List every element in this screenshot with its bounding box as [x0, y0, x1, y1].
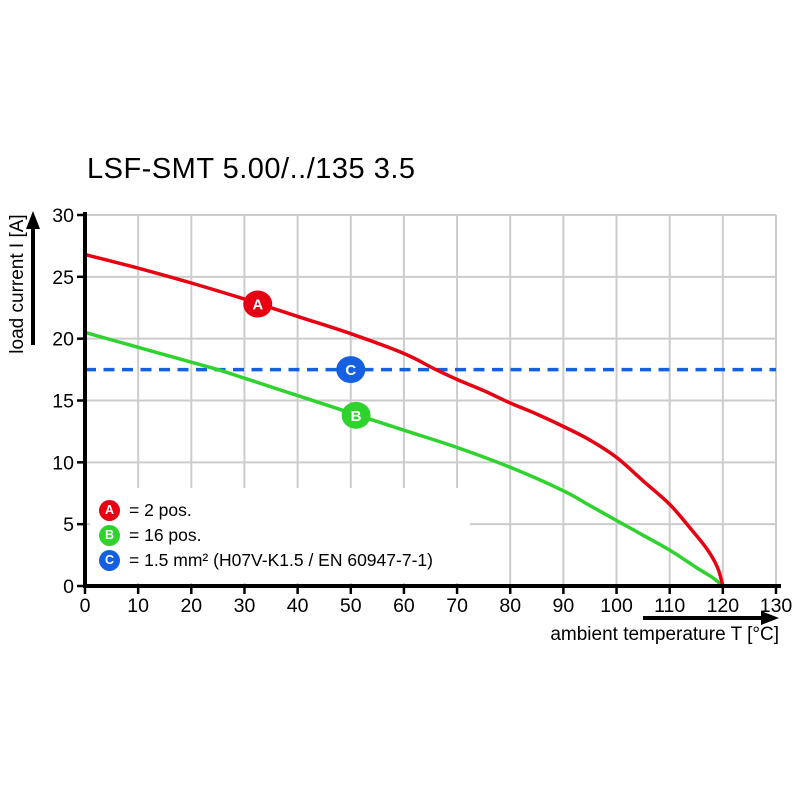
y-tick-label: 30 — [52, 205, 74, 227]
x-tick-label: 120 — [707, 595, 740, 617]
legend-marker-c-icon: C — [99, 550, 120, 571]
x-tick-label: 80 — [499, 595, 521, 617]
legend-marker-a-icon: A — [99, 500, 120, 521]
x-tick-label: 70 — [446, 595, 468, 617]
legend-label-c: = 1.5 mm² (H07V-K1.5 / EN 60947-7-1) — [129, 550, 433, 570]
x-tick-label: 0 — [80, 595, 91, 617]
x-tick-label: 130 — [760, 595, 793, 617]
marker-a — [243, 290, 273, 318]
legend-label-a: = 2 pos. — [129, 500, 192, 520]
marker-letter-c: C — [345, 362, 356, 379]
legend-item-b: B = 16 pos. — [90, 523, 470, 548]
marker-letter-a: A — [252, 297, 263, 314]
marker-b — [341, 401, 371, 429]
y-tick-label: 5 — [63, 514, 74, 536]
curve-b — [84, 330, 724, 588]
x-tick-label: 40 — [287, 595, 309, 617]
legend-item-c: C = 1.5 mm² (H07V-K1.5 / EN 60947-7-1) — [90, 548, 470, 573]
x-tick-label: 100 — [600, 595, 633, 617]
x-tick-label: 50 — [340, 595, 362, 617]
legend: A = 2 pos. B = 16 pos. C = 1.5 mm² (H07V-K1.5… — [90, 488, 470, 583]
marker-c — [336, 356, 366, 384]
y-axis-arrowhead-icon — [26, 211, 40, 229]
y-axis-title: load current I [A] — [7, 214, 28, 354]
x-tick-label: 110 — [654, 595, 685, 617]
x-tick-label: 10 — [127, 595, 149, 617]
y-tick-label: 0 — [63, 576, 74, 598]
x-tick-label: 60 — [393, 595, 415, 617]
legend-item-a: A = 2 pos. — [90, 498, 470, 523]
chart-title: LSF-SMT 5.00/../135 3.5 — [87, 153, 416, 185]
legend-marker-b-icon: B — [99, 525, 120, 546]
marker-letter-b: B — [351, 408, 362, 425]
y-tick-label: 25 — [52, 267, 74, 289]
x-axis-arrowhead-icon — [761, 611, 779, 625]
x-tick-label: 20 — [180, 595, 202, 617]
x-axis-title: ambient temperature T [°C] — [550, 624, 779, 645]
y-tick-label: 10 — [52, 452, 74, 474]
legend-label-b: = 16 pos. — [129, 525, 202, 545]
x-tick-label: 30 — [234, 595, 256, 617]
y-tick-label: 20 — [52, 329, 74, 351]
y-tick-label: 15 — [52, 391, 74, 413]
x-tick-label: 90 — [553, 595, 575, 617]
